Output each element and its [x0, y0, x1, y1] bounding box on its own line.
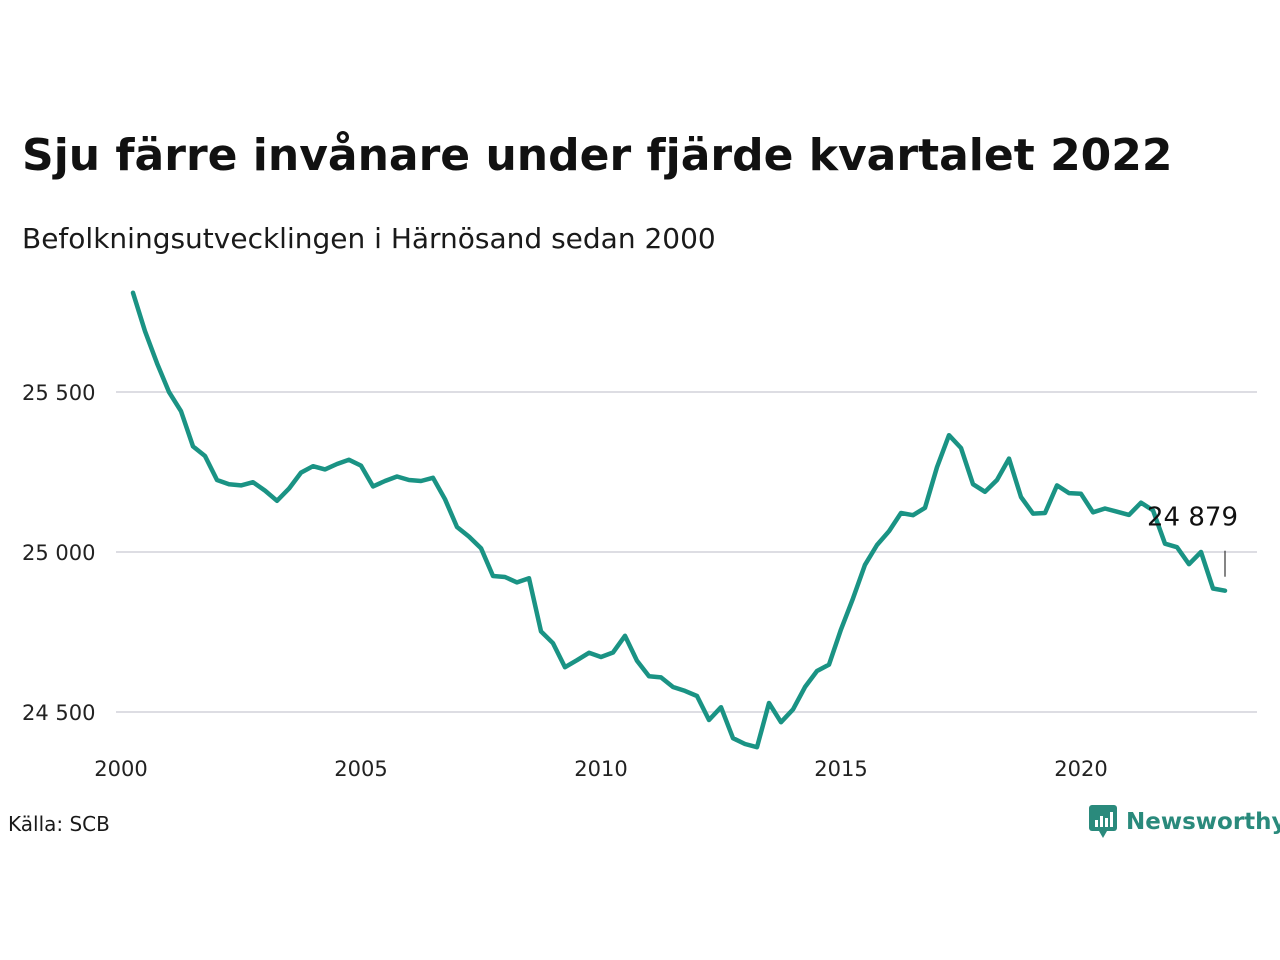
newsworthy-logo-icon	[1089, 805, 1117, 838]
x-tick-label: 2000	[94, 757, 147, 781]
annotation-layer: 24 879	[1147, 503, 1238, 577]
source-note: Källa: SCB	[8, 812, 110, 836]
x-tick-label: 2020	[1054, 757, 1107, 781]
y-axis-ticks: 24 500 25 000 25 500	[22, 381, 95, 725]
brand-name: Newsworthy	[1126, 809, 1280, 835]
x-tick-label: 2010	[574, 757, 627, 781]
x-axis-ticks: 2000 2005 2010 2015 2020	[94, 757, 1107, 781]
brand-logo: Newsworthy	[1088, 804, 1280, 840]
y-tick-label: 25 000	[22, 541, 95, 565]
x-tick-label: 2005	[334, 757, 387, 781]
series-layer	[130, 290, 1228, 750]
y-tick-label: 24 500	[22, 701, 95, 725]
chart-subtitle: Befolkningsutvecklingen i Härnösand seda…	[22, 222, 716, 255]
grid-lines	[116, 391, 1257, 713]
x-tick-label: 2015	[814, 757, 867, 781]
y-tick-label: 25 500	[22, 381, 95, 405]
last-value-label: 24 879	[1147, 503, 1238, 533]
chart-title: Sju färre invånare under fjärde kvartale…	[22, 130, 1173, 181]
series-line	[130, 290, 1228, 750]
